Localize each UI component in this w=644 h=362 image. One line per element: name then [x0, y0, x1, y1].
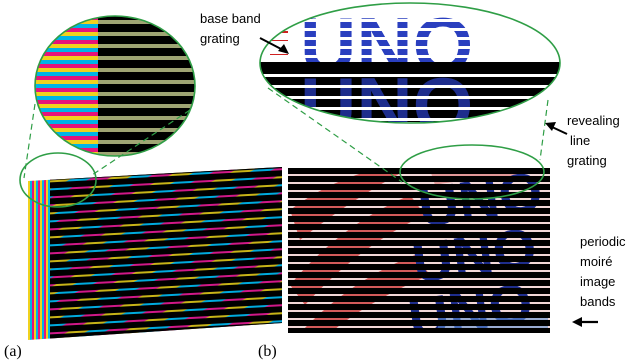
annotation-periodic-moire-bands: periodic moiré image bands	[572, 234, 626, 327]
panel-b-zoom-connector-left	[267, 87, 403, 183]
label-image: image	[580, 274, 615, 289]
panel-b: UNO UNO UNO UNO	[259, 2, 561, 333]
panel-b-label: (b)	[258, 343, 277, 360]
panel-a-zoom-callout	[34, 15, 196, 157]
label-revealing: revealing	[567, 113, 620, 128]
panel-b-revealing-grating	[288, 168, 550, 333]
arrow-icon	[572, 317, 582, 327]
panel-b-zoom-region	[399, 144, 545, 200]
arrow-icon	[545, 122, 556, 131]
arrow-icon	[278, 44, 289, 54]
label-grating: grating	[200, 31, 240, 46]
label-line-grating: grating	[567, 153, 607, 168]
annotation-base-band-grating: base band grating	[200, 11, 289, 54]
panel-a	[19, 15, 282, 340]
label-bands: bands	[580, 294, 616, 309]
panel-a-zoom-connector-left	[23, 103, 36, 179]
panel-b-zoom-callout: UNO UNO	[259, 2, 561, 149]
panel-a-label: (a)	[4, 343, 22, 360]
annotation-revealing-line-grating: revealing line grating	[545, 113, 620, 168]
label-moire: moiré	[580, 254, 613, 269]
zoom-uno-lower: UNO	[300, 61, 473, 149]
label-base-band: base band	[200, 11, 261, 26]
label-line: line	[570, 133, 590, 148]
label-periodic: periodic	[580, 234, 626, 249]
panel-a-zoom-region	[19, 152, 97, 208]
panel-a-revealing-grating	[50, 167, 282, 340]
panel-b-zoom-connector-right	[539, 99, 549, 161]
